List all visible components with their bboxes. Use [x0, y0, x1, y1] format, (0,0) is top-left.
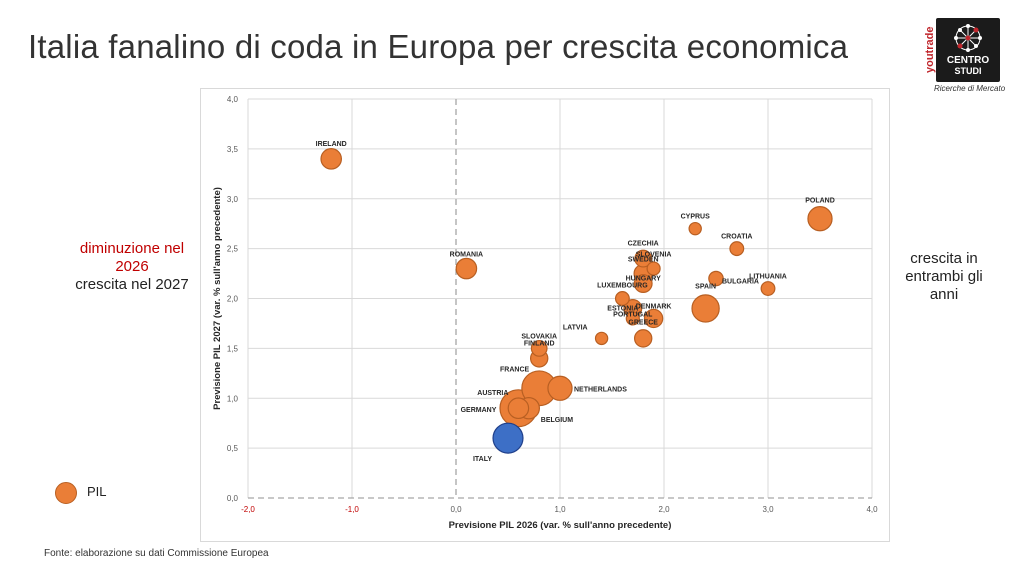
y-axis-title: Previsione PIL 2027 (var. % sull'anno pr… — [212, 187, 223, 410]
axes: -2,0 -1,0 0,0 1,0 2,0 3,0 4,0 0,0 0,5 1,0 1,5 2,0 2,… — [212, 95, 878, 531]
point-label-finland: FINLAND — [524, 340, 555, 347]
x-tick-label: 1,0 — [554, 505, 566, 514]
y-tick-label: 3,0 — [227, 195, 239, 204]
y-tick-label: 2,0 — [227, 295, 239, 304]
bubble-hungary — [633, 274, 653, 294]
point-label-romania: ROMANIA — [450, 252, 483, 259]
bubble-czechia — [634, 249, 653, 268]
scatter-chart: -2,0 -1,0 0,0 1,0 2,0 3,0 4,0 0,0 0,5 1,0 1,5 2,0 2,… — [200, 88, 890, 542]
bubble-spain — [691, 294, 720, 323]
x-tick-label: 2,0 — [658, 505, 670, 514]
point-label-belgium: BELGIUM — [541, 417, 573, 424]
bubble-italy — [492, 422, 524, 454]
source-note: Fonte: elaborazione su dati Commissione … — [44, 548, 269, 559]
bubble-cyprus — [688, 221, 702, 236]
bubble-slovakia — [530, 339, 548, 357]
bubble-denmark — [643, 308, 664, 329]
point-label-croatia: CROATIA — [721, 234, 752, 241]
point-label-lithuania: LITHUANIA — [749, 274, 787, 281]
bubble-estonia — [625, 311, 640, 326]
x-tick-label: 4,0 — [866, 505, 878, 514]
bubble-slovenia — [646, 261, 661, 276]
y-tick-label: 4,0 — [227, 95, 239, 104]
x-axis-title: Previsione PIL 2026 (var. % sull'anno pr… — [449, 520, 672, 531]
legend-label: PIL — [87, 484, 107, 499]
logo-line2: STUDI — [954, 66, 982, 76]
y-tick-label: 0,5 — [227, 444, 239, 453]
logo-box — [936, 18, 1000, 82]
y-tick-label: 0,0 — [227, 494, 239, 503]
point-label-ireland: IRELAND — [316, 141, 347, 148]
point-label-greece: GREECE — [628, 319, 658, 326]
bubble-greece — [633, 329, 653, 348]
logo-line1: CENTRO — [946, 55, 990, 66]
point-label-germany: GERMANY — [461, 407, 497, 414]
point-label-spain: SPAIN — [695, 283, 716, 290]
y-tick-label: 1,5 — [227, 344, 239, 353]
point-label-latvia: LATVIA — [563, 324, 588, 331]
bubbles — [320, 148, 833, 454]
centro-studi-logo: youtrade CENTRO STUDI Ricerche di Mercat… — [924, 18, 1005, 98]
x-tick-label: -2,0 — [241, 505, 255, 514]
logo-tagline: Ricerche di Mercato — [934, 84, 1006, 93]
point-label-czechia: CZECHIA — [628, 241, 659, 248]
point-label-france: FRANCE — [500, 366, 529, 373]
bubble-luxembourg — [614, 291, 630, 306]
y-tick-label: 1,0 — [227, 394, 239, 403]
chart-frame — [200, 88, 890, 542]
point-label-sweden: SWEDEN — [628, 257, 659, 264]
left-annotation-black: crescita nel 2027 — [75, 276, 189, 293]
point-label-cyprus: CYPRUS — [681, 214, 711, 221]
point-label-poland: POLAND — [805, 198, 835, 205]
point-label-slovakia: SLOVAKIA — [521, 333, 557, 340]
y-tick-label: 2,5 — [227, 245, 239, 254]
point-label-portugal: PORTUGAL — [613, 311, 653, 318]
page-title: Italia fanalino di coda in Europa per cr… — [28, 28, 849, 65]
bubble-bulgaria — [708, 270, 724, 287]
legend-marker — [55, 482, 77, 504]
bubble-lithuania — [760, 281, 776, 296]
point-label-slovenia: SLOVENIA — [636, 252, 672, 259]
left-annotation-red: diminuzione nel 2026 — [79, 240, 185, 275]
bubble-croatia — [729, 241, 745, 257]
point-label-italy: ITALY — [473, 456, 492, 463]
bubble-ireland — [320, 148, 343, 170]
bubble-latvia — [594, 331, 609, 346]
point-label-hungary: HUNGARY — [626, 276, 661, 283]
x-tick-label: 0,0 — [450, 505, 462, 514]
x-tick-label: -1,0 — [345, 505, 359, 514]
bubble-austria — [507, 397, 530, 420]
point-labels: IRELAND ROMANIA POLAND CYPRUS CROATIA CZECHIA… — [316, 141, 835, 463]
bubble-romania — [455, 257, 478, 280]
y-tick-label: 3,5 — [227, 145, 239, 154]
point-label-netherlands: NETHERLANDS — [574, 386, 627, 393]
left-annotation: diminuzione nel 2026 crescita nel 2027 — [72, 240, 192, 294]
x-tick-label: 3,0 — [762, 505, 774, 514]
point-label-bulgaria: BULGARIA — [722, 279, 759, 286]
bubble-netherlands — [547, 375, 573, 401]
grid — [247, 98, 873, 498]
point-label-austria: AUSTRIA — [477, 390, 508, 397]
bubble-poland — [807, 206, 833, 232]
right-annotation: crescita in entrambi gli anni — [905, 250, 983, 303]
network-icon — [954, 24, 982, 52]
point-label-estonia: ESTONIA — [607, 305, 638, 312]
point-label-luxembourg: LUXEMBOURG — [597, 283, 648, 290]
logo-side-text: youtrade — [924, 26, 936, 74]
point-label-denmark: DENMARK — [636, 303, 672, 310]
